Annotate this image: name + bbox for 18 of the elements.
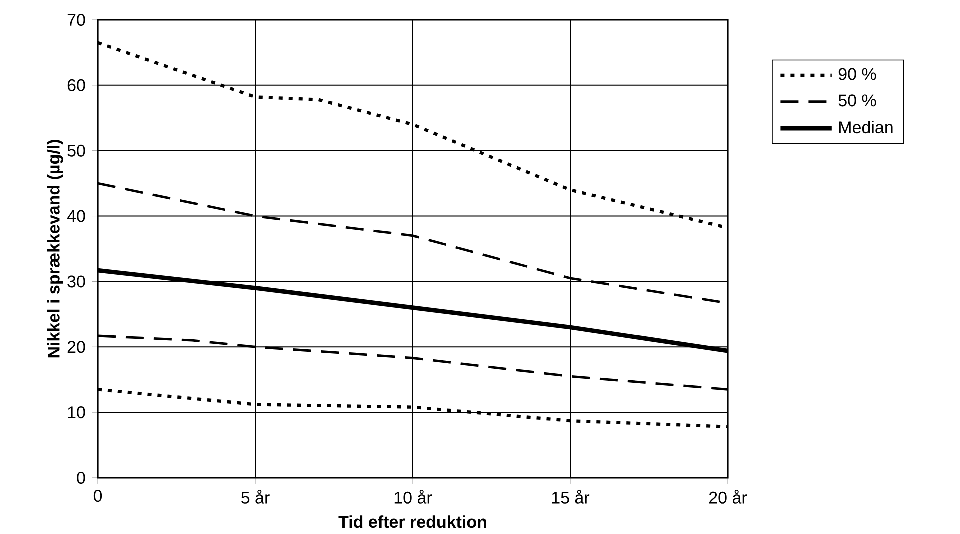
legend-label: Median <box>839 121 893 134</box>
y-tick-label: 10 <box>68 406 86 419</box>
x-axis-title: Tid efter reduktion <box>338 516 486 528</box>
y-tick-label: 20 <box>68 341 86 354</box>
y-tick-label: 40 <box>67 210 86 222</box>
legend-label: 90 % <box>838 68 876 80</box>
x-tick-label: 5 år <box>242 490 270 504</box>
y-axis-title: Nikkel i sprækkevand (µg/l) <box>47 140 64 358</box>
x-tick-label: 15 år <box>552 490 590 504</box>
x-tick-label: 20 år <box>709 490 748 504</box>
legend-label: 50 % <box>838 94 876 107</box>
y-tick-label: 30 <box>68 276 86 288</box>
y-tick-label: 60 <box>68 80 86 92</box>
x-tick-label: 10 år <box>394 490 432 504</box>
y-tick-label: 70 <box>68 14 86 26</box>
y-tick-label: 50 <box>68 144 86 157</box>
x-tick-label: 0 <box>94 490 102 502</box>
y-tick-label: 0 <box>77 472 86 484</box>
